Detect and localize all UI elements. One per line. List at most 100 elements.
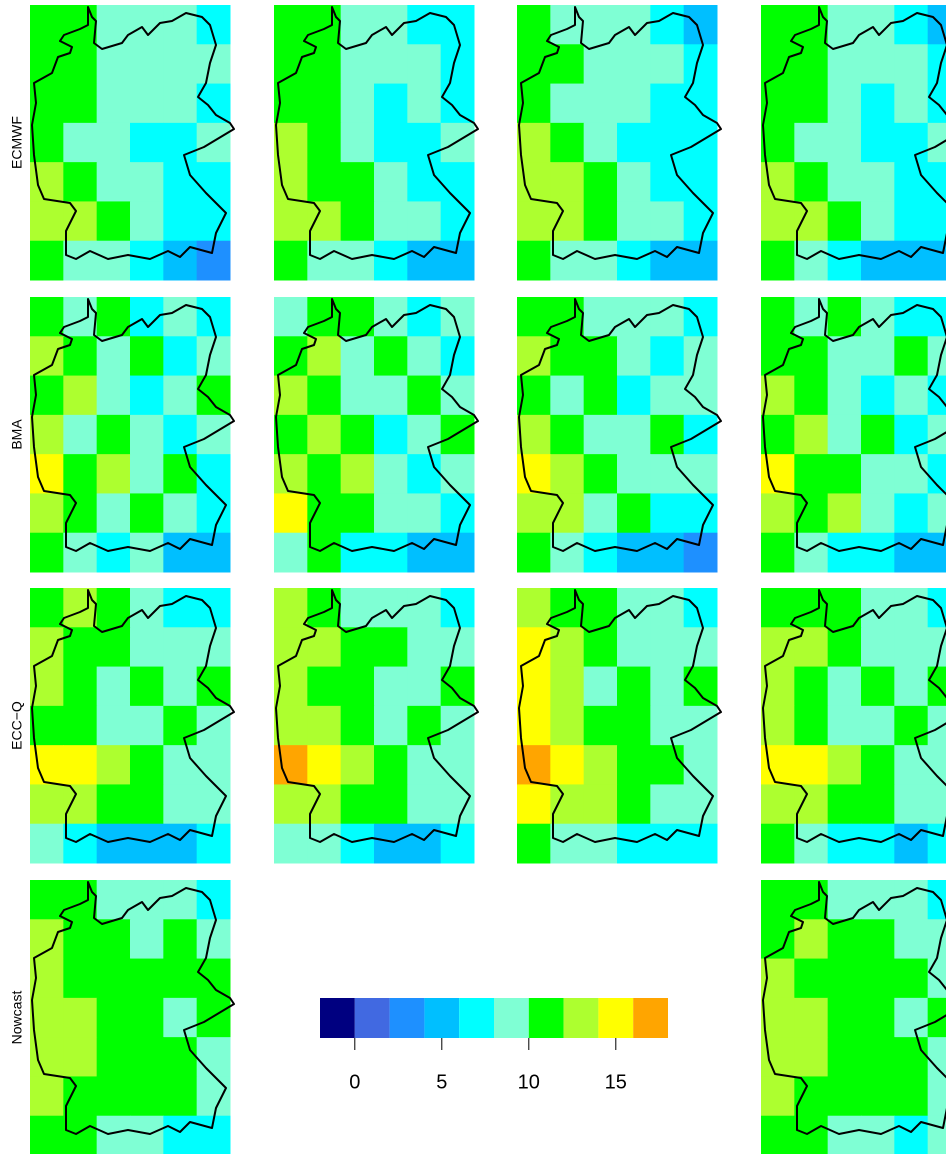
map-cell bbox=[96, 1076, 131, 1117]
map-cell bbox=[63, 1115, 98, 1154]
map-cell bbox=[30, 705, 64, 746]
map-cell bbox=[861, 532, 895, 573]
map-cell bbox=[307, 532, 342, 573]
map-cell bbox=[407, 493, 442, 534]
map-cell bbox=[894, 627, 929, 668]
map-cell bbox=[340, 532, 375, 573]
map-cell bbox=[794, 627, 829, 668]
map-cell bbox=[440, 454, 475, 494]
map-cell bbox=[163, 666, 198, 707]
map-cell bbox=[861, 336, 895, 377]
map-cell bbox=[794, 588, 829, 628]
map-cell bbox=[196, 705, 231, 746]
map-cell bbox=[130, 83, 164, 124]
map-cell bbox=[407, 588, 442, 628]
map-cell bbox=[583, 493, 618, 534]
map-cell bbox=[861, 1115, 895, 1154]
map-cell bbox=[274, 240, 308, 281]
map-cell bbox=[927, 880, 946, 920]
map-cell bbox=[130, 745, 164, 785]
map-cell bbox=[407, 44, 442, 85]
map-cell bbox=[827, 454, 862, 494]
map-cell bbox=[163, 919, 198, 960]
map-cell bbox=[894, 122, 929, 163]
map-cell bbox=[650, 784, 685, 825]
map-cell bbox=[927, 745, 946, 785]
map-cell bbox=[894, 297, 929, 337]
map-cell bbox=[827, 666, 862, 707]
map-cell bbox=[617, 375, 651, 416]
map-cell bbox=[861, 44, 895, 85]
map-cell bbox=[96, 375, 131, 416]
map-cell bbox=[163, 414, 198, 455]
map-cell bbox=[130, 240, 164, 281]
map-cell bbox=[861, 958, 895, 999]
map-cell bbox=[794, 5, 829, 45]
map-cell bbox=[163, 44, 198, 85]
map-cell bbox=[861, 375, 895, 416]
map-cell bbox=[827, 414, 862, 455]
map-cell bbox=[63, 784, 98, 825]
map-cell bbox=[650, 666, 685, 707]
map-cell bbox=[374, 454, 408, 494]
map-cell bbox=[30, 1076, 64, 1117]
map-cell bbox=[517, 705, 551, 746]
map-cell bbox=[550, 588, 585, 628]
map-cell bbox=[861, 784, 895, 825]
map-cell bbox=[650, 201, 685, 242]
map-cell bbox=[307, 627, 342, 668]
map-cell bbox=[307, 297, 342, 337]
map-cell bbox=[583, 162, 618, 202]
map-cell bbox=[550, 240, 585, 281]
map-cell bbox=[30, 297, 64, 337]
map-cell bbox=[440, 493, 475, 534]
map-cell bbox=[827, 997, 862, 1038]
map-cell bbox=[307, 454, 342, 494]
map-cell bbox=[927, 5, 946, 45]
map-cell bbox=[827, 122, 862, 163]
map-cell bbox=[340, 336, 375, 377]
map-cell bbox=[407, 627, 442, 668]
map-cell bbox=[894, 745, 929, 785]
map-cell bbox=[683, 454, 718, 494]
map-cell bbox=[407, 784, 442, 825]
map-cell bbox=[96, 784, 131, 825]
map-cell bbox=[650, 745, 685, 785]
map-cell bbox=[340, 627, 375, 668]
map-cell bbox=[861, 627, 895, 668]
map-cell bbox=[861, 997, 895, 1038]
map-cell bbox=[63, 240, 98, 281]
map-cell bbox=[794, 454, 829, 494]
map-cell bbox=[894, 705, 929, 746]
map-cell bbox=[374, 745, 408, 785]
map-cell bbox=[196, 1037, 231, 1077]
map-cell bbox=[130, 375, 164, 416]
map-cell bbox=[927, 627, 946, 668]
labels: ECMWF BMA ECC−Q Nowcast 0 5 10 15 bbox=[9, 116, 668, 1093]
map-cell bbox=[307, 745, 342, 785]
map-cell bbox=[374, 201, 408, 242]
map-cell bbox=[340, 784, 375, 825]
map-cell bbox=[163, 375, 198, 416]
map-cell bbox=[650, 627, 685, 668]
map-cell bbox=[583, 823, 618, 864]
map-cell bbox=[63, 162, 98, 202]
map-cell bbox=[827, 919, 862, 960]
map-cell bbox=[440, 705, 475, 746]
map-cell bbox=[861, 493, 895, 534]
map-cell bbox=[340, 705, 375, 746]
map-cell bbox=[650, 5, 685, 45]
map-cell bbox=[894, 162, 929, 202]
map-cell bbox=[440, 162, 475, 202]
map-cell bbox=[583, 784, 618, 825]
map-cell bbox=[550, 414, 585, 455]
row-label: ECMWF bbox=[9, 116, 25, 169]
map-cell bbox=[617, 122, 651, 163]
map-cell bbox=[794, 414, 829, 455]
map-cell bbox=[163, 493, 198, 534]
map-cell bbox=[63, 122, 98, 163]
map-cell bbox=[63, 44, 98, 85]
map-cell bbox=[794, 1076, 829, 1117]
map-cell bbox=[827, 1115, 862, 1154]
